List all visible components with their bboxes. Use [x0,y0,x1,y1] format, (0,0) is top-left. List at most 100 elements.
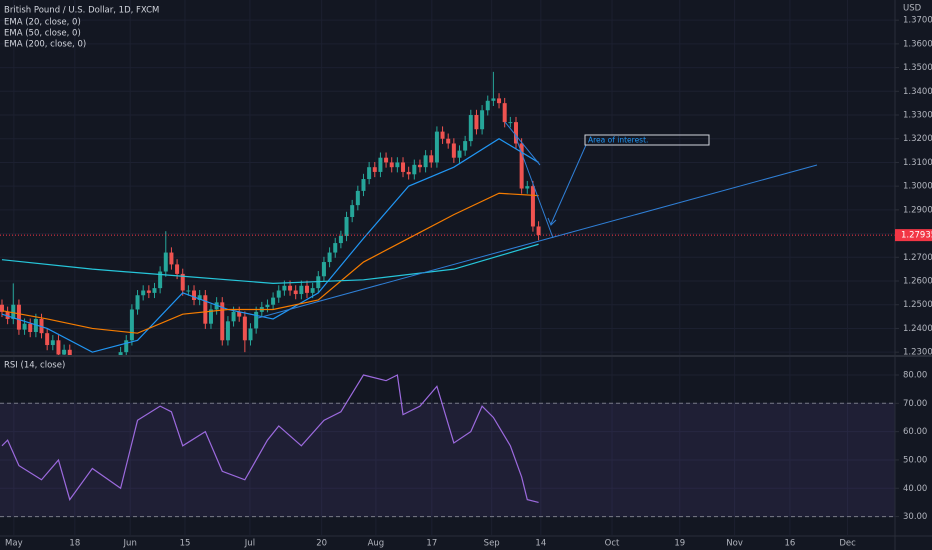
y-tick-label: 1.37000 [903,16,932,26]
candle-body [50,340,55,346]
candle-body [378,157,383,172]
candle-body [389,162,394,168]
candle-body [146,290,151,293]
arrow [550,144,587,225]
candle-body [321,262,326,277]
candle-body [11,304,16,319]
candle-body [186,290,191,292]
candle-body [129,309,134,341]
candle-body [508,122,513,124]
y-tick-label: 1.26000 [903,277,932,287]
candle-body [0,304,4,312]
candle-body [237,311,242,317]
candle-body [536,226,541,236]
x-tick-label: 18 [69,539,80,549]
candle-body [152,288,157,293]
y-tick-label: 1.23000 [903,348,932,358]
candle-body [401,162,406,172]
candle-body [474,115,479,130]
currency-label: USD [903,4,922,14]
candle-body [446,138,451,144]
candle-body [304,285,309,293]
trend-line [504,121,541,166]
candle-body [248,328,253,341]
ema-line [1,243,539,284]
candle-body [338,235,343,244]
drawings [257,121,818,319]
candle-body [56,340,61,355]
candle-body [457,150,462,158]
y-tick-label: 1.30000 [903,182,932,192]
candle-body [417,164,422,168]
candle-body [158,271,163,289]
candle-body [197,295,202,300]
arrow-head [547,217,557,226]
candle-body [265,304,270,308]
candle-body [163,252,168,272]
candle-body [276,290,281,298]
candle-body [225,321,230,341]
x-tick-label: Dec [839,539,856,549]
price-pane [0,71,895,355]
y-tick-label: 50.00 [903,455,927,465]
candle-body [513,122,518,144]
y-tick-label: 1.36000 [903,39,932,49]
last-price-badge [895,229,932,242]
candle-body [451,143,456,158]
candle-body [175,264,180,274]
candle-body [180,273,185,291]
y-tick-label: 1.35000 [903,63,932,73]
candle-body [192,290,197,300]
candle-body [28,323,33,332]
candle-body [67,349,72,355]
candle-body [412,164,417,175]
x-tick-label: 17 [426,539,437,549]
candle-body [282,285,287,291]
x-tick-label: Oct [605,539,620,549]
candle-body [423,155,428,168]
legend-entry: EMA (50, close, 0) [4,29,81,39]
candle-body [502,103,507,123]
y-tick-label: 80.00 [903,370,927,380]
candle-body [367,167,372,180]
y-tick-label: 40.00 [903,484,927,494]
candle-body [485,100,490,111]
y-tick-label: 70.00 [903,399,927,409]
candle-body [350,205,355,217]
last-price-label: 1.27935 [901,231,932,241]
y-tick-label: 1.24000 [903,324,932,334]
candle-body [361,179,366,191]
ema-line [1,192,539,334]
candle-body [135,295,140,310]
chart-title: British Pound / U.S. Dollar, 1D, FXCM [4,6,159,16]
candle-body [406,171,411,175]
candle-body [62,349,67,355]
x-tick-label: Aug [368,539,385,549]
candle-body [491,98,496,101]
candle-body [271,297,276,305]
trend-line [514,134,554,239]
x-tick-label: 14 [535,539,546,549]
candle-body [22,323,27,330]
candle-body [288,285,293,291]
y-tick-label: 1.33000 [903,111,932,121]
y-tick-label: 60.00 [903,427,927,437]
candle-body [254,311,259,329]
legend-entry: EMA (200, close, 0) [4,40,86,50]
candle-body [384,157,389,163]
annotation: Area of interest. [588,136,648,145]
candle-body [434,131,439,163]
candle-body [468,115,473,142]
trend-line [257,164,818,319]
candle-body [293,290,298,295]
candle-body [480,110,485,130]
candle-body [395,162,400,168]
candle-body [242,316,247,341]
annotation-box [584,134,710,146]
candle-body [45,333,50,346]
rsi-pane [1,374,539,504]
y-tick-label: 1.31000 [903,158,932,168]
candle-body [519,143,524,189]
candle-body [463,141,468,151]
candle-body [530,186,535,227]
